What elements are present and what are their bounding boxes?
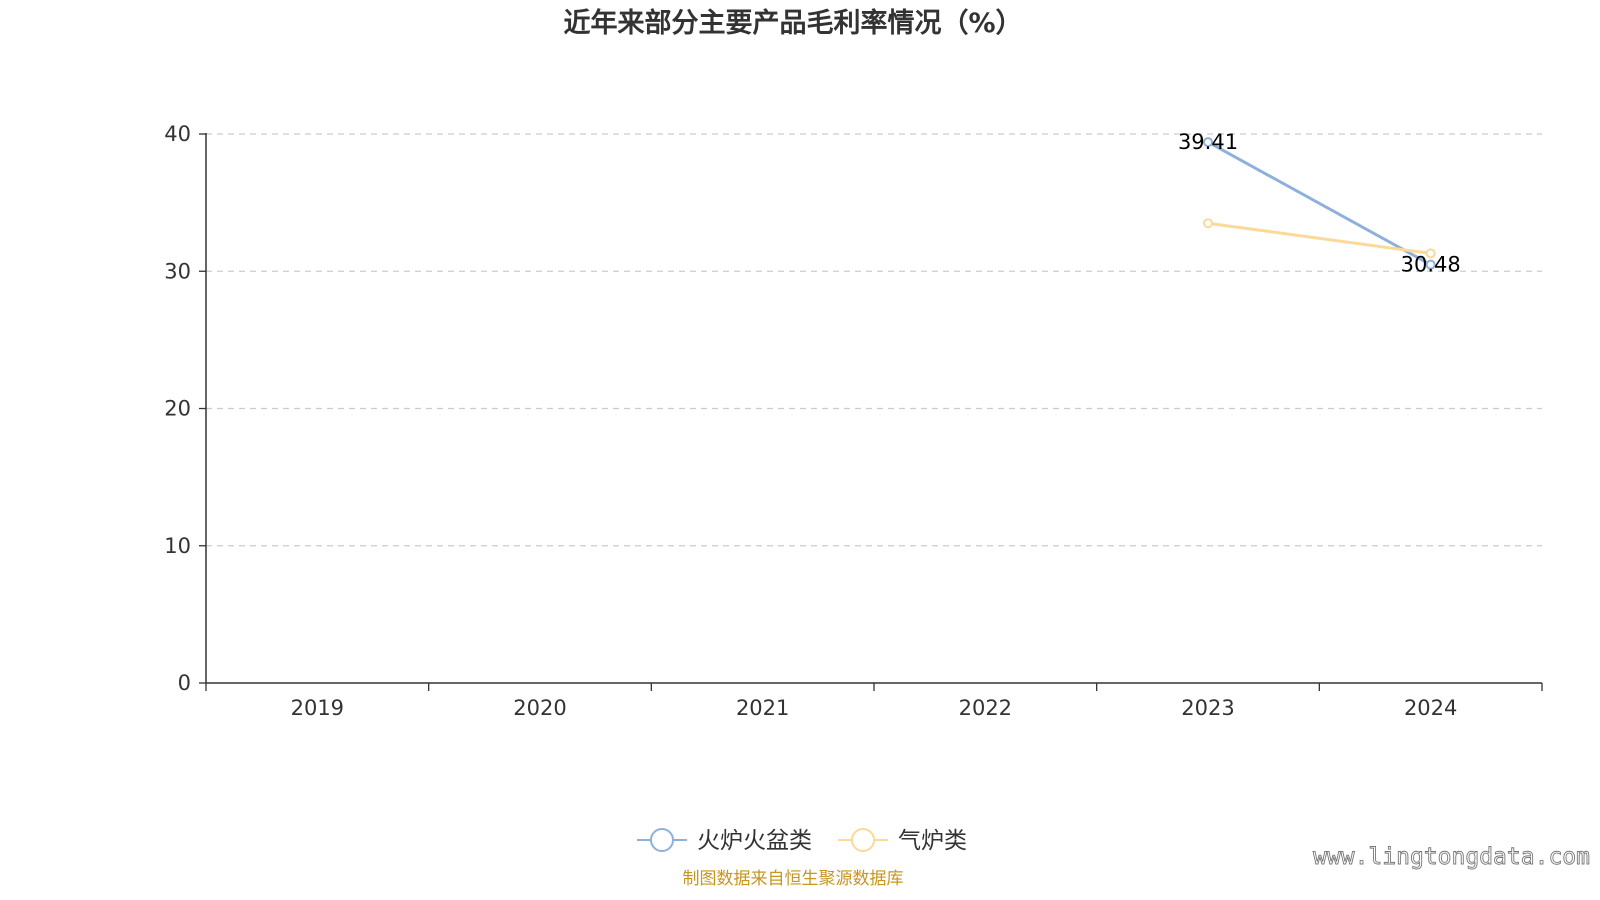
legend-item-0[interactable]: 火炉火盆类 <box>637 828 812 854</box>
legend-item-1[interactable]: 气炉类 <box>838 828 967 854</box>
x-tick-label-2023: 2023 <box>1181 696 1234 720</box>
x-tick-label-2021: 2021 <box>736 696 789 720</box>
x-tick-label-2024: 2024 <box>1404 696 1457 720</box>
legend-label-0: 火炉火盆类 <box>697 828 812 854</box>
grid-lines <box>206 133 1542 547</box>
legend[interactable]: 火炉火盆类 气炉类 <box>637 828 967 854</box>
legend-marker-1 <box>851 828 875 852</box>
series-lines <box>1203 137 1436 270</box>
y-tick-label-3: 30 <box>164 259 191 283</box>
series-line-1 <box>1207 221 1431 255</box>
series-line-0 <box>1207 140 1432 266</box>
x-tick-label-2022: 2022 <box>959 696 1012 720</box>
x-tick-label-2020: 2020 <box>513 696 566 720</box>
chart-title: 近年来部分主要产品毛利率情况（%） <box>563 7 1022 39</box>
source-note: 制图数据来自恒生聚源数据库 <box>683 869 904 889</box>
data-label-0-2023: 39.41 <box>1178 130 1238 154</box>
data-labels: 39.41 30.48 <box>1178 130 1461 277</box>
legend-label-1: 气炉类 <box>898 828 967 854</box>
legend-marker-0 <box>650 828 674 852</box>
watermark: www.lingtongdata.com <box>1313 844 1590 870</box>
x-tick-label-2019: 2019 <box>291 696 344 720</box>
y-tick-label-4: 40 <box>164 122 191 146</box>
series-0-point-2024 <box>1425 259 1436 270</box>
data-label-0-2024: 30.48 <box>1401 253 1461 277</box>
y-tick-label-2: 20 <box>164 397 191 421</box>
axes: 0 10 20 30 40 2019 2020 2021 2022 2023 2024 <box>164 122 1543 720</box>
series-0-point-2023 <box>1203 137 1213 148</box>
y-tick-label-0: 0 <box>178 671 191 695</box>
y-tick-label-1: 10 <box>164 534 191 558</box>
series-1-point-2024 <box>1425 248 1436 259</box>
series-1-point-2023 <box>1203 218 1213 229</box>
